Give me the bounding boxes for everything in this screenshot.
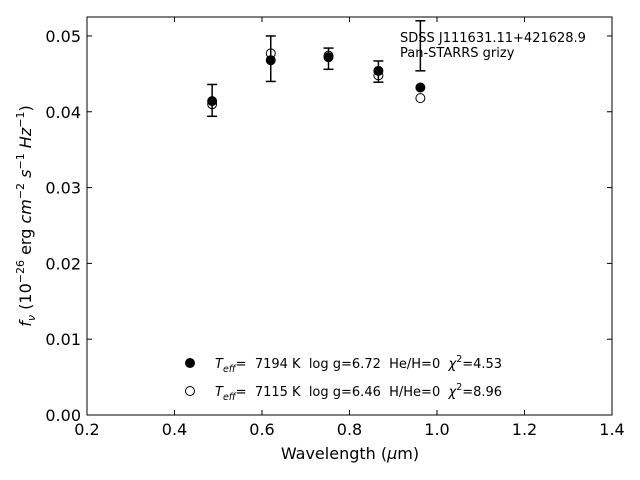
x-tick-label: 0.2	[74, 420, 99, 439]
plot-frame	[86, 16, 613, 416]
marker-open-point	[265, 48, 276, 59]
error-bars	[207, 20, 426, 118]
x-tick-label: 0.8	[337, 420, 362, 439]
legend-marker-open	[185, 386, 195, 396]
marker-open-point	[415, 93, 426, 104]
marker-filled-point	[415, 82, 426, 93]
y-tick-label: 0.00	[45, 406, 81, 425]
x-tick-label: 1.4	[599, 420, 624, 439]
marker-filled-point	[207, 96, 218, 107]
legend-marker-filled	[185, 358, 195, 368]
annotation-line-2: Pan-STARRS grizy	[400, 46, 515, 61]
annotation-line-1: SDSS J111631.11+421628.9	[400, 31, 586, 46]
axis-ticks: 0.2 0.4 0.6 0.8 1.0 1.2 1.4 0.00 0.01 0.02 0.03 0.0…	[45, 17, 625, 439]
data-markers	[207, 48, 426, 110]
y-axis-label: fν (10−26 erg cm−2 s−1 Hz−1)	[14, 105, 38, 326]
y-tick-label: 0.03	[45, 179, 81, 198]
legend-label-2: Teff= 7115 K log g=6.46 H/He=0 χ2=8.96	[215, 382, 502, 403]
marker-open-point	[323, 50, 334, 61]
marker-open-point	[207, 99, 218, 110]
y-tick-label: 0.05	[45, 27, 81, 46]
legend-label-1: Teff= 7194 K log g=6.72 He/H=0 χ2=4.53	[215, 354, 502, 375]
x-tick-label: 0.4	[162, 420, 187, 439]
x-tick-label: 1.0	[424, 420, 449, 439]
y-tick-label: 0.04	[45, 103, 81, 122]
x-tick-label: 1.2	[512, 420, 537, 439]
marker-open-point	[373, 70, 384, 81]
y-tick-label: 0.02	[45, 254, 81, 273]
legend: Teff= 7194 K log g=6.72 He/H=0 χ2=4.53 T…	[185, 354, 502, 403]
y-tick-label: 0.01	[45, 330, 81, 349]
x-tick-label: 0.6	[249, 420, 274, 439]
marker-filled-point	[265, 55, 276, 66]
x-axis-label: Wavelength (μm)	[281, 444, 419, 463]
